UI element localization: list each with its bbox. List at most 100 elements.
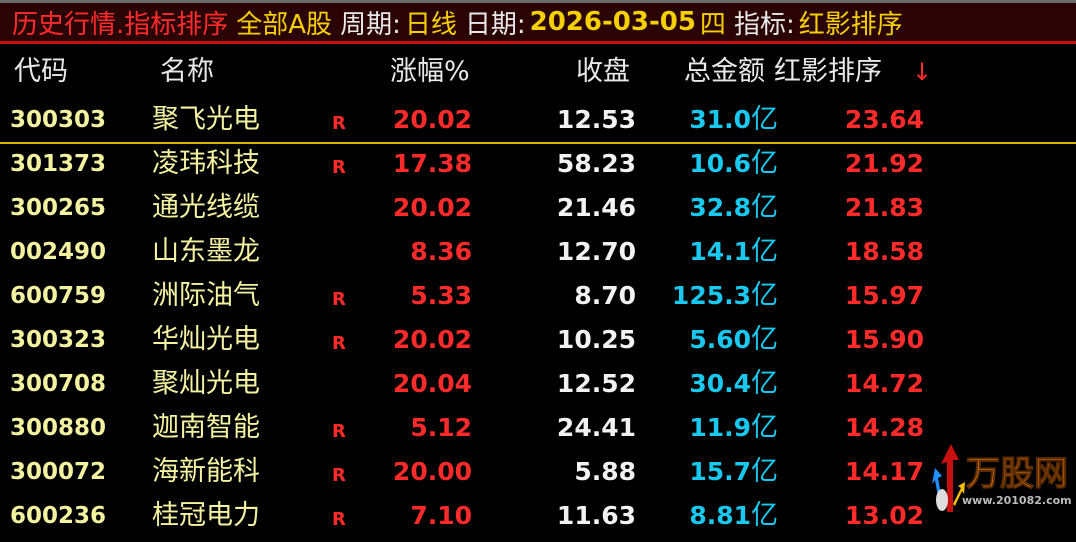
change-pct: 7.10	[410, 501, 472, 530]
stock-code: 300708	[10, 371, 107, 397]
header-amount[interactable]: 总金额	[684, 56, 765, 87]
period-label: 周期:	[340, 9, 401, 40]
date-label: 日期:	[464, 9, 526, 40]
amount-unit: 亿	[751, 368, 778, 399]
stock-name: 通光线缆	[152, 192, 260, 223]
stock-code: 300323	[10, 327, 107, 353]
stock-name: 海新能科	[152, 456, 260, 487]
table-row[interactable]: 300072 海新能科 R 20.00 5.88 15.7亿 14.17	[0, 450, 1076, 494]
total-amount: 15.7亿	[689, 450, 778, 494]
indicator-label: 指标:	[733, 9, 795, 40]
table-row[interactable]: 300880 迦南智能 R 5.12 24.41 11.9亿 14.28	[0, 406, 1076, 450]
stock-code: 600759	[10, 283, 107, 309]
total-amount: 10.6亿	[689, 142, 778, 186]
flag-badge: R	[332, 157, 346, 178]
close-price: 12.70	[556, 237, 636, 266]
stock-code: 300072	[10, 459, 107, 485]
change-pct: 20.02	[392, 105, 472, 134]
table-row[interactable]: 300303 聚飞光电 R 20.02 12.53 31.0亿 23.64	[0, 98, 1076, 144]
logo-arrows-icon	[932, 444, 965, 512]
indicator-value: 21.92	[844, 149, 924, 178]
watermark-logo: 万股网 www.201082.com	[932, 442, 1076, 516]
total-amount: 14.1亿	[689, 230, 778, 274]
close-price: 5.88	[574, 457, 636, 486]
total-amount: 32.8亿	[689, 186, 778, 230]
change-pct: 20.02	[392, 193, 472, 222]
title-bar: 历史行情.指标排序 全部A股 周期: 日线 日期: 2026-03-05 四 指…	[0, 0, 1076, 44]
close-price: 12.53	[556, 105, 636, 134]
indicator-value[interactable]: 红影排序	[798, 9, 903, 40]
amount-value: 30.4	[689, 369, 751, 398]
period-value[interactable]: 日线	[404, 9, 457, 40]
amount-unit: 亿	[751, 412, 778, 443]
stock-name: 华灿光电	[152, 324, 260, 355]
indicator-value: 15.90	[844, 325, 924, 354]
table-row[interactable]: 300323 华灿光电 R 20.02 10.25 5.60亿 15.90	[0, 318, 1076, 362]
total-amount: 30.4亿	[689, 362, 778, 406]
header-close[interactable]: 收盘	[576, 56, 630, 87]
change-pct: 17.38	[392, 149, 472, 178]
table-row[interactable]: 300265 通光线缆 20.02 21.46 32.8亿 21.83	[0, 186, 1076, 230]
change-pct: 20.04	[392, 369, 472, 398]
header-name[interactable]: 名称	[160, 56, 214, 87]
amount-unit: 亿	[751, 456, 778, 487]
table-row[interactable]: 300708 聚灿光电 20.04 12.52 30.4亿 14.72	[0, 362, 1076, 406]
amount-value: 15.7	[689, 457, 751, 486]
stock-name: 山东墨龙	[152, 236, 260, 267]
flag-badge: R	[332, 465, 346, 486]
close-price: 8.70	[574, 281, 636, 310]
indicator-value: 14.72	[844, 369, 924, 398]
amount-value: 31.0	[689, 105, 751, 134]
module-title: 历史行情.指标排序	[12, 9, 229, 40]
table-row[interactable]: 600236 桂冠电力 R 7.10 11.63 8.81亿 13.02	[0, 494, 1076, 538]
close-price: 24.41	[556, 413, 636, 442]
table-row[interactable]: 002490 山东墨龙 8.36 12.70 14.1亿 18.58	[0, 230, 1076, 274]
amount-unit: 亿	[751, 192, 778, 223]
indicator-value: 18.58	[844, 237, 924, 266]
amount-value: 32.8	[689, 193, 751, 222]
stock-code: 600236	[10, 503, 107, 529]
amount-unit: 亿	[751, 324, 778, 355]
table-row[interactable]: 301373 凌玮科技 R 17.38 58.23 10.6亿 21.92	[0, 142, 1076, 186]
flag-badge: R	[332, 113, 346, 134]
flag-badge: R	[332, 333, 346, 354]
stock-code: 300880	[10, 415, 107, 441]
header-code[interactable]: 代码	[14, 56, 68, 87]
indicator-value: 13.02	[844, 501, 924, 530]
header-change[interactable]: 涨幅%	[390, 56, 470, 87]
total-amount: 11.9亿	[689, 406, 778, 450]
amount-value: 14.1	[689, 237, 751, 266]
sort-desc-icon: ↓	[912, 58, 933, 86]
stock-code: 300303	[10, 107, 107, 133]
indicator-value: 21.83	[844, 193, 924, 222]
stock-name: 聚飞光电	[152, 104, 260, 135]
flag-badge: R	[332, 421, 346, 442]
date-value[interactable]: 2026-03-05	[529, 7, 696, 37]
indicator-value: 23.64	[844, 105, 924, 134]
close-price: 58.23	[556, 149, 636, 178]
stock-name: 洲际油气	[152, 280, 260, 311]
header-indicator[interactable]: 红影排序	[774, 56, 882, 87]
close-price: 12.52	[556, 369, 636, 398]
watermark-url: www.201082.com	[962, 494, 1072, 507]
stock-code: 301373	[10, 151, 107, 177]
stock-name: 桂冠电力	[152, 500, 260, 531]
change-pct: 20.00	[392, 457, 472, 486]
close-price: 11.63	[556, 501, 636, 530]
total-amount: 31.0亿	[689, 98, 778, 142]
amount-value: 5.60	[689, 325, 751, 354]
market-selector[interactable]: 全部A股	[236, 9, 333, 40]
total-amount: 125.3亿	[672, 274, 778, 318]
close-price: 10.25	[556, 325, 636, 354]
flag-badge: R	[332, 289, 346, 310]
total-amount: 8.81亿	[689, 494, 778, 538]
flag-badge: R	[332, 509, 346, 530]
total-amount: 5.60亿	[689, 318, 778, 362]
stock-name: 凌玮科技	[152, 148, 260, 179]
amount-value: 11.9	[689, 413, 751, 442]
amount-value: 10.6	[689, 149, 751, 178]
amount-value: 125.3	[671, 281, 751, 310]
amount-unit: 亿	[751, 148, 778, 179]
change-pct: 20.02	[392, 325, 472, 354]
table-row[interactable]: 600759 洲际油气 R 5.33 8.70 125.3亿 15.97	[0, 274, 1076, 318]
